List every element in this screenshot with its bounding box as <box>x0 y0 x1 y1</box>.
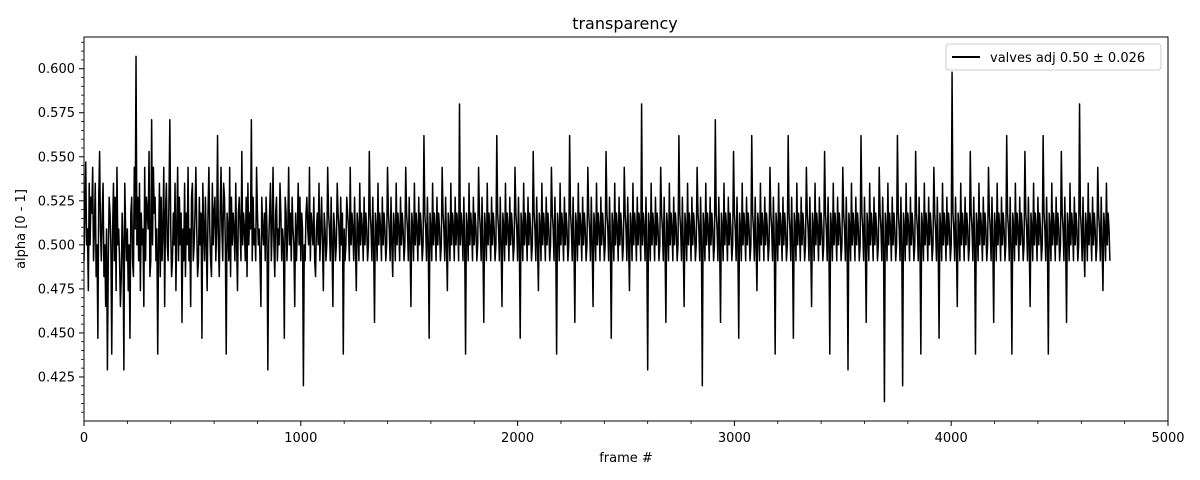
legend-box <box>945 43 1162 71</box>
x-tick-label: 2000 <box>501 431 534 446</box>
x-tick-label: 3000 <box>718 431 751 446</box>
series-layer <box>83 55 1111 403</box>
y-tick-label: 0.425 <box>38 370 75 385</box>
chart-title: transparency <box>572 14 678 33</box>
x-tick-label: 5000 <box>1151 431 1184 446</box>
y-axis: 0.425 0.450 0.475 0.500 0.525 0.550 0.575 0.600 <box>38 41 84 413</box>
y-axis-label: alpha [0 - 1] <box>14 189 29 269</box>
y-tick-label: 0.500 <box>38 238 75 253</box>
series-line-0 <box>83 55 1111 403</box>
y-tick-label: 0.575 <box>38 106 75 121</box>
x-tick-label: 4000 <box>935 431 968 446</box>
x-tick-label: 1000 <box>284 431 317 446</box>
legend-label: valves adj 0.50 ± 0.026 <box>990 51 1145 66</box>
y-tick-label: 0.450 <box>38 326 75 341</box>
plot-frame <box>83 36 1169 422</box>
legend: valves adj 0.50 ± 0.026 <box>945 43 1162 71</box>
y-tick-label: 0.550 <box>38 150 75 165</box>
x-tick-label: 0 <box>80 431 88 446</box>
y-tick-label: 0.475 <box>38 282 75 297</box>
y-tick-label: 0.600 <box>38 62 75 77</box>
y-tick-label: 0.525 <box>38 194 75 209</box>
x-axis-label: frame # <box>599 451 653 466</box>
